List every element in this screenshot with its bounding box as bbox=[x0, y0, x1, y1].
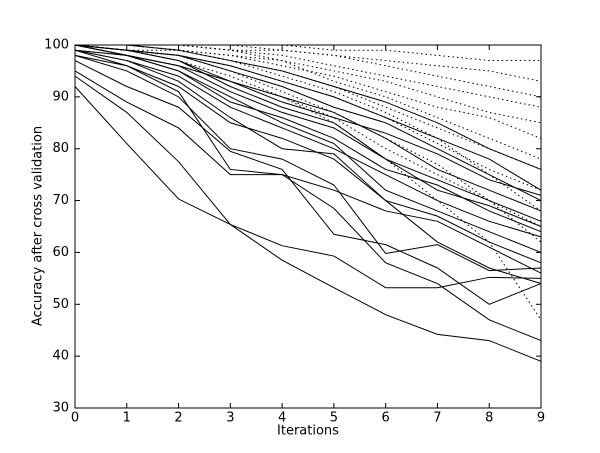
x-tick-label: 7 bbox=[433, 411, 441, 426]
y-tick-label: 70 bbox=[52, 193, 69, 208]
series-line bbox=[74, 44, 542, 321]
series-line bbox=[75, 44, 542, 108]
series-line bbox=[74, 54, 542, 272]
x-tick-label: 2 bbox=[174, 411, 182, 426]
series-line bbox=[75, 44, 542, 82]
series-line bbox=[74, 49, 542, 274]
series-line bbox=[75, 44, 542, 170]
x-tick-label: 4 bbox=[278, 411, 286, 426]
y-axis-label: Accuracy after cross validation bbox=[31, 126, 46, 326]
y-tick-label: 100 bbox=[44, 38, 69, 53]
series-line bbox=[74, 70, 542, 342]
series-line bbox=[74, 54, 542, 264]
series-line bbox=[74, 86, 542, 362]
x-axis-label: Iterations bbox=[277, 424, 339, 439]
series-line bbox=[74, 44, 542, 222]
x-tick-label: 3 bbox=[226, 411, 234, 426]
y-tick-label: 40 bbox=[52, 349, 69, 364]
x-tick-label: 5 bbox=[330, 411, 338, 426]
y-tick-label: 50 bbox=[52, 297, 69, 312]
x-tick-label: 8 bbox=[485, 411, 493, 426]
series-line bbox=[75, 44, 542, 160]
y-tick-label: 60 bbox=[52, 245, 69, 260]
x-tick-label: 0 bbox=[71, 411, 79, 426]
y-tick-label: 30 bbox=[52, 401, 69, 416]
series-line bbox=[74, 44, 542, 227]
y-tick-label: 80 bbox=[52, 141, 69, 156]
series-line bbox=[74, 49, 542, 285]
series-line bbox=[74, 49, 542, 238]
series-line bbox=[74, 44, 542, 191]
series-line bbox=[74, 44, 542, 191]
x-tick-label: 1 bbox=[123, 411, 131, 426]
plot-frame bbox=[74, 44, 542, 409]
series-line bbox=[74, 75, 542, 289]
x-tick-label: 9 bbox=[537, 411, 545, 426]
series-line bbox=[74, 60, 542, 305]
series-line bbox=[75, 44, 541, 62]
series-line bbox=[74, 49, 542, 233]
series-line bbox=[74, 44, 542, 170]
y-tick-label: 90 bbox=[52, 89, 69, 104]
x-tick-label: 6 bbox=[382, 411, 390, 426]
series-line bbox=[75, 44, 542, 212]
